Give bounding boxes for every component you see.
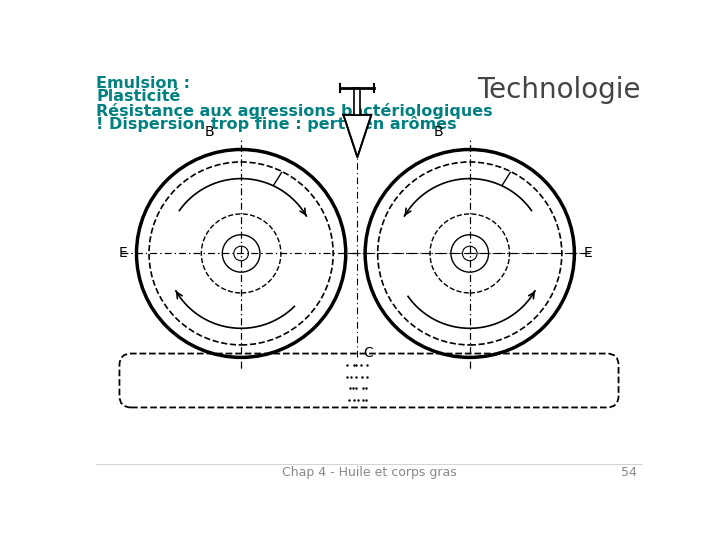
- Text: Technologie: Technologie: [477, 76, 640, 104]
- Text: B: B: [433, 125, 444, 139]
- Bar: [354, 88, 361, 115]
- Text: Chap 4 - Huile et corps gras: Chap 4 - Huile et corps gras: [282, 465, 456, 478]
- Text: ! Dispersion trop fine : perte en arômes: ! Dispersion trop fine : perte en arômes: [96, 116, 456, 132]
- Text: Plasticité: Plasticité: [96, 90, 181, 104]
- Text: 54: 54: [621, 465, 637, 478]
- Text: B: B: [205, 125, 215, 139]
- Text: E: E: [119, 246, 127, 260]
- Polygon shape: [343, 115, 372, 157]
- Text: Emulsion :: Emulsion :: [96, 76, 190, 91]
- Text: E: E: [584, 246, 593, 260]
- Text: C: C: [364, 346, 374, 360]
- Text: Résistance aux agressions bactériologiques: Résistance aux agressions bactériologiqu…: [96, 103, 492, 119]
